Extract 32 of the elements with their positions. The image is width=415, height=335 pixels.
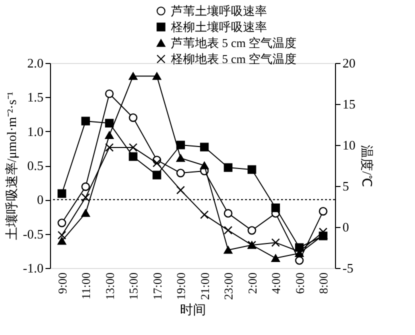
y2-tick-label: 20 [342, 56, 356, 70]
x-tick-label: 19:00 [174, 272, 188, 300]
y-tick-label: 0.5 [27, 158, 44, 173]
y2-tick-label: 5 [342, 178, 349, 194]
x-axis-title: 时间 [180, 302, 206, 317]
legend-label: 芦苇地表 5 cm 空气温度 [171, 36, 297, 50]
y2-axis-title: 温度/℃ [360, 145, 374, 187]
y-tick-label: -1.0 [22, 260, 44, 276]
legend-label: 柽柳地表 5 cm 空气温度 [170, 52, 297, 66]
legend-label: 柽柳土壤呼吸速率 [170, 20, 267, 34]
y-tick-label: 0 [37, 192, 44, 208]
x-tick-label: 11:00 [79, 272, 94, 300]
x-tick-label: 21:00 [198, 272, 212, 300]
y2-tick-label: 0 [342, 220, 349, 234]
legend-label: 芦苇土壤呼吸速率 [171, 4, 267, 18]
x-tick-label: 9:00 [55, 272, 70, 294]
x-tick-label: 2:00 [245, 272, 260, 294]
x-tick-label: 8:00 [316, 272, 331, 294]
x-tick-label: 17:00 [150, 272, 164, 300]
y2-tick-label: -5 [342, 260, 354, 276]
y-tick-label: 1.5 [27, 90, 44, 105]
y-tick-label: -0.5 [22, 226, 44, 242]
x-tick-label: 13:00 [102, 272, 117, 300]
x-tick-label: 4:00 [269, 272, 284, 294]
x-tick-label: 6:00 [292, 272, 307, 294]
x-tick-label: 15:00 [126, 272, 141, 300]
x-tick-label: 23:00 [222, 272, 236, 300]
y2-tick-label: 10 [342, 138, 356, 152]
y-axis-title: 土壤呼吸速率/μmol·m⁻²·s⁻¹ [4, 92, 19, 240]
y-tick-label: 1.0 [27, 124, 44, 139]
y2-tick-label: 15 [342, 96, 356, 112]
y-tick-label: 2.0 [27, 56, 44, 70]
